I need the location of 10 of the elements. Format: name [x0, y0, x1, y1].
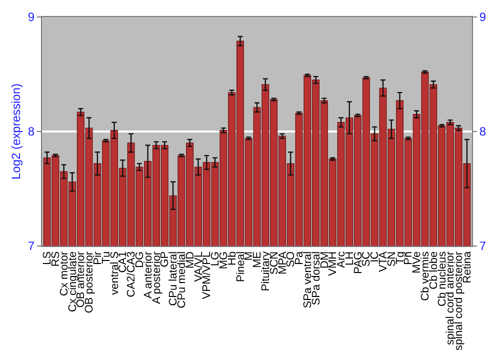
y-tick-label: 8 — [28, 124, 35, 139]
x-tick-label: Tg — [394, 251, 406, 264]
x-tick-label: Retina — [462, 250, 474, 284]
y-tick-label: 7 — [28, 239, 35, 254]
y2-tick-label: 8 — [479, 124, 486, 139]
y-axis-title: Log2 (expression) — [9, 83, 24, 180]
y2-tick-label: 9 — [479, 10, 486, 24]
x-tick-label: A posterior — [150, 251, 163, 304]
y2-tick-label: 7 — [479, 239, 486, 254]
y-tick-label: 9 — [28, 10, 35, 24]
